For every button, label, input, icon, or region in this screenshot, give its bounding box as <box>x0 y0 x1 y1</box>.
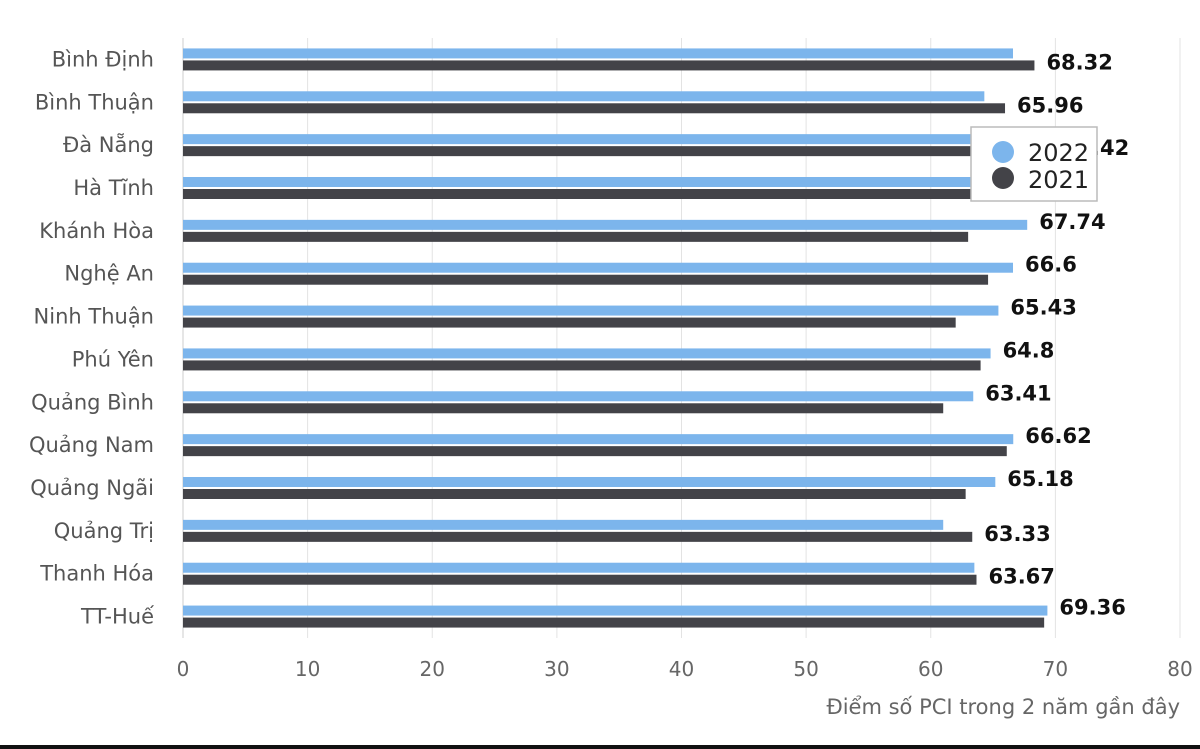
category-label-4: Khánh Hòa <box>39 219 154 243</box>
bar-2022-5[interactable] <box>183 262 1014 273</box>
category-label-10: Quảng Ngãi <box>30 476 154 500</box>
bar-2021-8[interactable] <box>183 403 944 414</box>
bar-2021-11[interactable] <box>183 531 973 542</box>
category-label-11: Quảng Trị <box>54 519 154 543</box>
x-tick-20: 20 <box>420 657 445 681</box>
category-label-6: Ninh Thuận <box>34 305 154 329</box>
bar-2021-4[interactable] <box>183 231 969 242</box>
data-label-8: 63.41 <box>985 381 1051 405</box>
category-label-3: Hà Tĩnh <box>73 176 154 200</box>
data-label-4: 67.74 <box>1039 210 1105 234</box>
category-label-8: Quảng Bình <box>31 390 154 414</box>
data-label-10: 65.18 <box>1007 467 1073 491</box>
bar-2022-2[interactable] <box>183 134 1025 145</box>
bar-2021-2[interactable] <box>183 146 1061 157</box>
data-label-5: 66.6 <box>1025 253 1077 277</box>
bar-2021-1[interactable] <box>183 103 1006 114</box>
legend-label-2021: 2021 <box>1028 166 1089 194</box>
bar-2021-12[interactable] <box>183 574 977 585</box>
bar-2021-6[interactable] <box>183 317 956 328</box>
x-tick-40: 40 <box>669 657 694 681</box>
bar-2022-12[interactable] <box>183 562 975 573</box>
bar-2021-10[interactable] <box>183 489 966 499</box>
x-tick-0: 0 <box>177 657 190 681</box>
bar-2021-7[interactable] <box>183 360 981 371</box>
bar-2021-5[interactable] <box>183 274 989 285</box>
x-tick-30: 30 <box>544 657 569 681</box>
bar-2022-9[interactable] <box>183 434 1014 445</box>
bar-2021-13[interactable] <box>183 617 1045 628</box>
data-label-1: 65.96 <box>1017 93 1083 117</box>
legend-label-2022: 2022 <box>1028 139 1089 167</box>
bar-2022-10[interactable] <box>183 477 996 487</box>
legend-box <box>970 126 1098 202</box>
data-label-9: 66.62 <box>1025 424 1091 448</box>
x-tick-80: 80 <box>1167 657 1192 681</box>
data-label-12: 63.67 <box>988 565 1054 589</box>
category-label-5: Nghệ An <box>64 262 154 286</box>
data-label-6: 65.43 <box>1010 296 1076 320</box>
data-labels: 68.32 65.96 .42 67.74 66.6 65.43 64.8 63.41 66.6… <box>984 50 1129 619</box>
bar-2022-3[interactable] <box>183 177 1021 187</box>
bar-2022-4[interactable] <box>183 219 1028 230</box>
data-label-7: 64.8 <box>1003 338 1055 362</box>
x-tick-10: 10 <box>295 657 320 681</box>
category-label-7: Phú Yên <box>72 347 154 371</box>
data-label-11: 63.33 <box>984 522 1050 546</box>
bar-2021-9[interactable] <box>183 446 1007 457</box>
bar-2021-3[interactable] <box>183 189 1031 199</box>
bar-2022-1[interactable] <box>183 91 985 102</box>
category-label-2: Đà Nẵng <box>63 132 154 157</box>
x-tick-70: 70 <box>1043 657 1068 681</box>
category-label-12: Thanh Hóa <box>39 562 154 586</box>
category-label-1: Bình Thuận <box>35 90 154 114</box>
bars <box>183 48 1061 628</box>
data-label-13: 69.36 <box>1059 596 1125 620</box>
x-axis-title: Điểm số PCI trong 2 năm gần đây <box>826 695 1180 719</box>
x-tick-60: 60 <box>918 657 943 681</box>
legend-marker-2021 <box>992 167 1014 189</box>
bar-2022-6[interactable] <box>183 305 999 316</box>
category-label-13: TT-Huế <box>80 605 154 629</box>
bar-2021-0[interactable] <box>183 60 1035 71</box>
category-label-9: Quảng Nam <box>29 433 154 457</box>
bottom-border <box>0 745 1200 749</box>
bar-2022-8[interactable] <box>183 391 974 402</box>
legend-marker-2022 <box>992 141 1014 163</box>
data-label-0: 68.32 <box>1046 50 1112 74</box>
legend[interactable]: 2022 2021 <box>970 126 1098 202</box>
bar-2022-0[interactable] <box>183 48 1014 59</box>
bar-2022-11[interactable] <box>183 519 944 530</box>
category-label-0: Bình Định <box>52 47 154 71</box>
bar-2022-7[interactable] <box>183 348 991 359</box>
x-tick-50: 50 <box>793 657 818 681</box>
bar-2022-13[interactable] <box>183 605 1048 616</box>
data-label-2: .42 <box>1092 136 1129 160</box>
x-tick-labels: 0 10 20 30 40 50 60 70 80 <box>177 657 1193 681</box>
category-labels: Bình Định Bình Thuận Đà Nẵng Hà Tĩnh Khánh H… <box>29 47 154 628</box>
